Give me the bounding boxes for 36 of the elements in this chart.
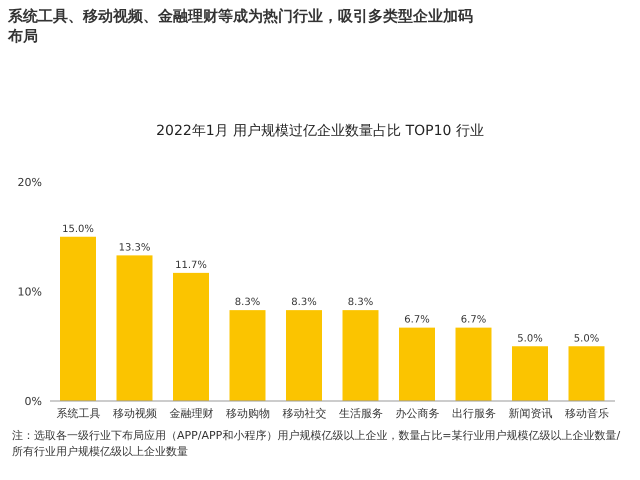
data-label: 8.3% xyxy=(234,297,260,308)
chart-title: 系统工具、移动视频、金融理财等成为热门行业，吸引多类型企业加码布局 xyxy=(8,6,474,46)
data-label: 15.0% xyxy=(62,224,94,235)
bar xyxy=(116,255,152,401)
data-label: 6.7% xyxy=(404,314,430,326)
bar xyxy=(60,236,96,401)
bar xyxy=(456,328,492,401)
data-label: 13.3% xyxy=(118,242,150,254)
bar xyxy=(173,272,209,401)
x-tick-label: 移动购物 xyxy=(226,406,270,420)
x-tick-label: 移动视频 xyxy=(112,406,157,420)
bar xyxy=(230,310,266,401)
x-tick-label: 系统工具 xyxy=(56,406,100,420)
bar xyxy=(399,328,435,401)
x-tick-label: 生活服务 xyxy=(338,406,383,420)
data-label: 8.3% xyxy=(348,297,374,308)
bar xyxy=(512,346,548,401)
text: 注：选取各一级行业下布局应用（APP/APP和小程序）用户规模亿级以上企业，数量占比=某行业用户规模亿级以上企业数量/所有行业用户规模亿级以上企业数量 xyxy=(12,428,622,460)
x-tick-label: 移动社交 xyxy=(282,406,326,420)
bar xyxy=(286,310,322,401)
y-tick-label: 20% xyxy=(18,176,42,189)
chart-subtitle: 2022年1月 用户规模过亿企业数量占比 TOP10 行业 xyxy=(155,122,485,140)
y-tick-label: 10% xyxy=(18,285,42,298)
x-tick-label: 金融理财 xyxy=(169,406,214,420)
bar xyxy=(342,310,378,401)
x-tick-label: 出行服务 xyxy=(452,406,496,420)
x-tick-label: 新闻资讯 xyxy=(508,406,552,420)
data-label: 11.7% xyxy=(175,260,207,271)
data-label: 6.7% xyxy=(460,314,486,326)
y-tick-label: 0% xyxy=(24,394,42,408)
bar xyxy=(568,346,604,401)
data-label: 8.3% xyxy=(291,297,317,308)
data-label: 5.0% xyxy=(574,333,600,344)
data-label: 5.0% xyxy=(517,333,543,344)
x-tick-label: 移动音乐 xyxy=(564,406,609,420)
x-tick-label: 办公商务 xyxy=(395,406,440,420)
